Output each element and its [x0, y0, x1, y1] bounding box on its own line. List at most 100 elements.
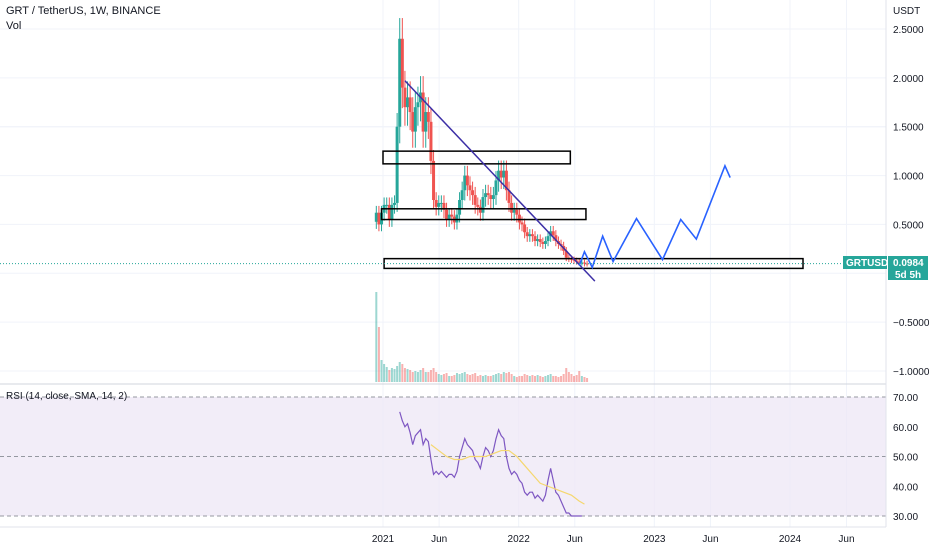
volume-bar — [416, 372, 419, 382]
volume-bar — [474, 373, 477, 382]
price-tick-label: −0.5000 — [893, 318, 930, 329]
volume-bar — [476, 376, 479, 382]
volume-bar — [455, 373, 458, 382]
volume-bar — [510, 374, 513, 382]
candle-body — [515, 209, 519, 215]
volume-bar — [377, 327, 380, 382]
candle-body — [463, 175, 467, 191]
volume-bar — [468, 375, 471, 382]
rsi-axis[interactable]: 70.00 60.00 50.00 40.00 30.00 — [893, 393, 918, 523]
countdown-value: 5d 5h — [895, 270, 921, 281]
candle-body — [494, 180, 498, 196]
rsi-line — [399, 411, 582, 517]
candle-body — [577, 261, 581, 263]
candle-body — [374, 212, 378, 222]
volume-bar — [580, 376, 583, 382]
volume-bar — [466, 374, 469, 382]
volume-bar — [497, 373, 500, 382]
candle-body — [424, 112, 428, 132]
volume-bar — [390, 368, 393, 382]
price-axis[interactable]: 2.5000 2.0000 1.5000 1.0000 0.5000 −0.5000 −1.… — [893, 25, 930, 378]
time-tick-label: 2024 — [779, 534, 802, 545]
candle-body — [564, 250, 568, 258]
candle-body — [426, 112, 430, 122]
volume-bar — [494, 374, 497, 382]
candle-body — [429, 121, 433, 161]
volume-bar — [393, 369, 396, 382]
price-tick-label: 0.5000 — [893, 220, 924, 231]
candle-body — [387, 204, 391, 220]
candle-body — [413, 107, 417, 132]
price-tick-label: 1.0000 — [893, 172, 924, 183]
time-tick-label: Jun — [567, 534, 583, 545]
volume-bar — [471, 374, 474, 382]
volume-bar — [523, 374, 526, 382]
candle-body — [442, 202, 446, 210]
rsi-levels — [0, 396, 886, 517]
candle-body — [507, 190, 511, 203]
volume-bar — [489, 376, 492, 382]
volume-bar — [502, 372, 505, 382]
volume-bar — [435, 372, 438, 382]
volume-bar — [500, 374, 503, 382]
volume-bar — [552, 376, 555, 382]
volume-label: Vol — [6, 20, 21, 32]
volume-bar — [409, 370, 412, 382]
volume-bar — [424, 372, 427, 382]
projection-path[interactable] — [578, 163, 731, 270]
volume-bar — [481, 376, 484, 382]
candle-body — [465, 175, 469, 186]
candle-body — [390, 204, 394, 220]
volume-bar — [549, 374, 552, 382]
volume-bar — [583, 377, 586, 382]
candle-body — [538, 239, 542, 243]
volume-bar — [398, 362, 401, 382]
rsi-tick-label: 30.00 — [893, 512, 918, 523]
volume-bar — [541, 377, 544, 382]
candle-body — [486, 193, 490, 196]
volume-bar — [518, 376, 521, 382]
volume-bars — [375, 292, 589, 382]
countdown-badge — [888, 269, 928, 280]
volume-bar — [442, 374, 445, 382]
candle-body — [546, 236, 550, 242]
volume-bar — [427, 372, 430, 382]
candle-body — [411, 112, 415, 132]
volume-bar — [557, 377, 560, 382]
rsi-tick-label: 60.00 — [893, 423, 918, 434]
volume-bar — [432, 368, 435, 382]
candle-body — [484, 193, 488, 198]
symbol-label: GRTUSDT — [846, 258, 894, 269]
last-price-badge: GRTUSDT 0.0984 5d 5h — [843, 256, 928, 281]
candle-body — [473, 195, 477, 205]
volume-bar — [536, 375, 539, 382]
candle-body — [400, 38, 404, 88]
time-tick-label: Jun — [431, 534, 447, 545]
candle-body — [476, 204, 480, 207]
candle-body — [543, 241, 547, 244]
volume-bar — [380, 360, 383, 382]
candle-body — [504, 170, 508, 191]
volume-bar — [453, 375, 456, 382]
volume-bar — [534, 376, 537, 382]
time-tick-label: 2021 — [372, 534, 395, 545]
volume-bar — [458, 374, 461, 382]
candle-body — [491, 195, 495, 200]
volume-bar — [429, 370, 432, 382]
candle-body — [406, 97, 410, 108]
symbol-badge — [843, 256, 887, 269]
volume-bar — [547, 375, 550, 382]
candle-body — [517, 214, 521, 223]
price-badge — [888, 256, 928, 269]
time-axis[interactable]: 2021 Jun 2022 Jun 2023 Jun 2024 Jun — [372, 534, 855, 545]
time-tick-label: Jun — [702, 534, 718, 545]
candle-body — [439, 202, 443, 204]
currency-label: USDT — [893, 6, 920, 17]
candle-body — [536, 239, 540, 242]
candle-body — [528, 234, 532, 237]
trendline[interactable] — [404, 80, 596, 282]
volume-bar — [515, 377, 518, 382]
volume-bar — [463, 372, 466, 382]
chart-title: GRT / TetherUS, 1W, BINANCE — [6, 5, 161, 17]
